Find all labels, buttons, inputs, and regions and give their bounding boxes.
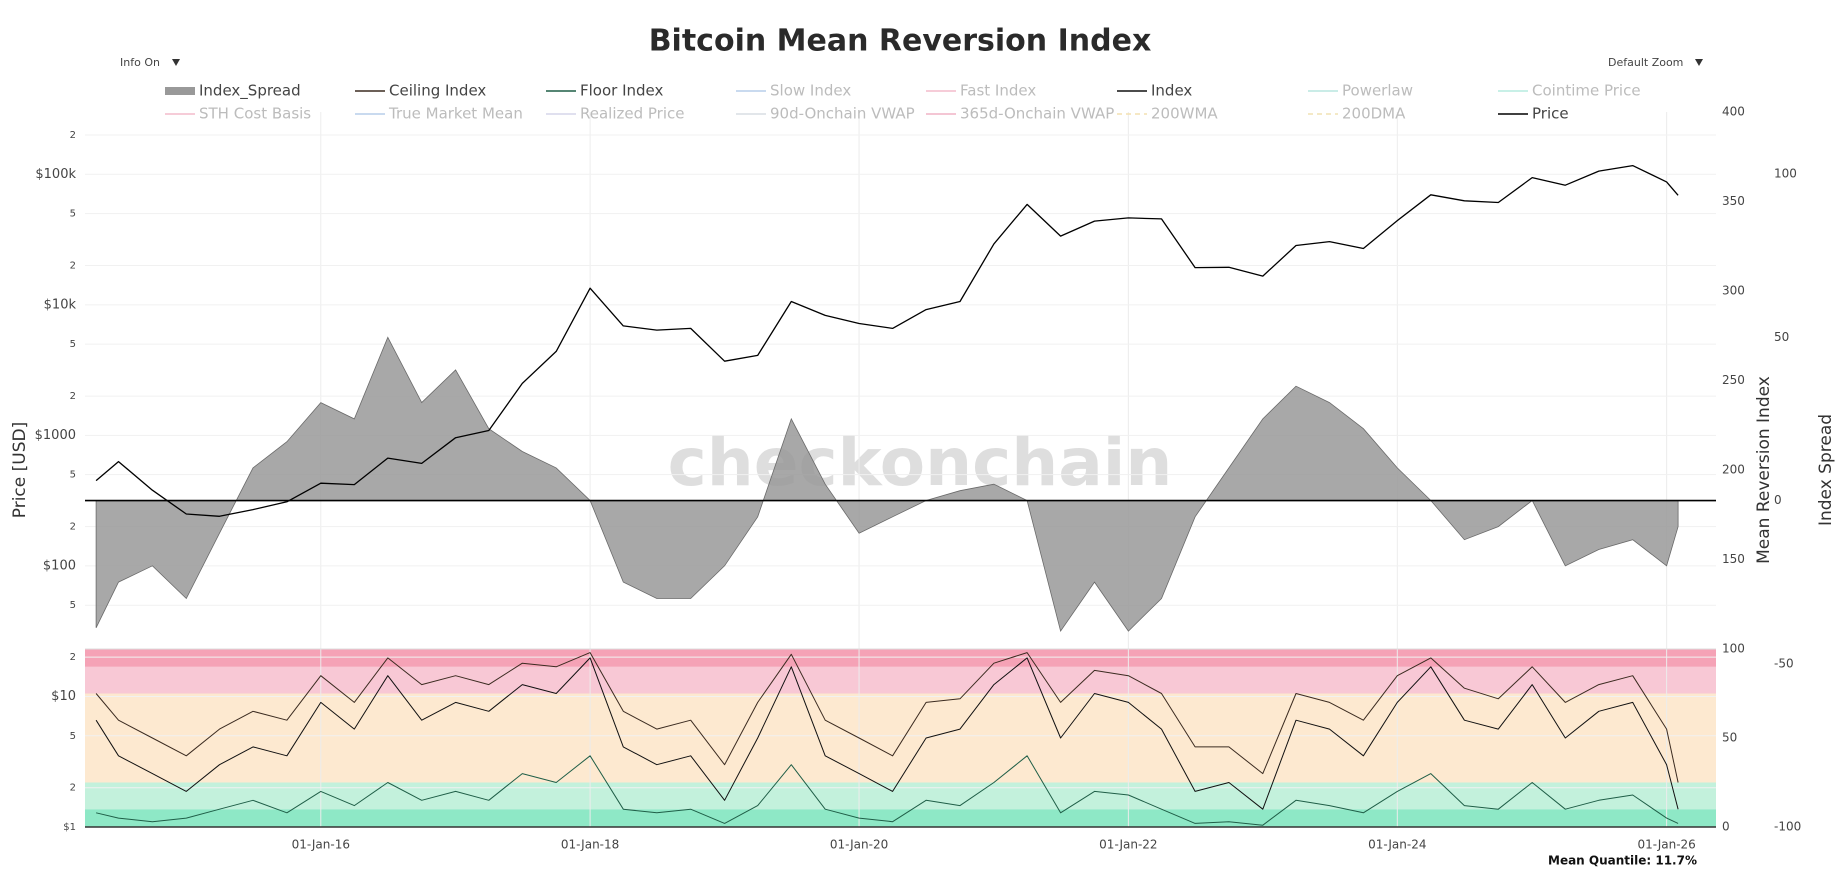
watermark: checkonchain bbox=[668, 424, 1173, 501]
y3-tick-label: -100 bbox=[1774, 820, 1801, 834]
y-tick-label: 2 bbox=[70, 522, 76, 533]
y-tick-label: $1 bbox=[63, 822, 76, 833]
series-line bbox=[95, 652, 1679, 783]
legend-item[interactable]: 365d-Onchain VWAP bbox=[926, 105, 1114, 123]
y-tick-label: $1000 bbox=[35, 428, 76, 443]
quantile-band bbox=[85, 782, 1716, 810]
legend-label[interactable]: Price bbox=[1532, 105, 1569, 123]
y4-tick-label: 50 bbox=[1722, 731, 1737, 745]
legend-label[interactable]: 200WMA bbox=[1151, 105, 1218, 123]
legend-label[interactable]: STH Cost Basis bbox=[199, 105, 311, 123]
x-tick-label: 01-Jan-26 bbox=[1637, 838, 1695, 852]
legend-label[interactable]: Powerlaw bbox=[1342, 82, 1413, 100]
y-tick-label: 5 bbox=[70, 731, 76, 742]
x-tick-label: 01-Jan-22 bbox=[1099, 838, 1157, 852]
legend-item[interactable]: STH Cost Basis bbox=[165, 105, 311, 123]
series-line bbox=[95, 755, 1679, 826]
x-tick-label: 01-Jan-18 bbox=[561, 838, 619, 852]
quantile-band bbox=[85, 666, 1716, 694]
x-tick-label: 01-Jan-20 bbox=[830, 838, 888, 852]
legend-item[interactable]: Price bbox=[1498, 105, 1569, 123]
y2-axis-title: Mean Reversion Index bbox=[1754, 376, 1774, 564]
y-tick-label: $100 bbox=[43, 558, 76, 573]
y3-tick-label: -50 bbox=[1774, 656, 1794, 670]
y4-tick-label: 100 bbox=[1722, 642, 1745, 656]
x-tick-label: 01-Jan-16 bbox=[292, 838, 350, 852]
y-axis-title: Price [USD] bbox=[10, 422, 30, 518]
y2-tick-label: 400 bbox=[1722, 105, 1745, 119]
legend-item[interactable]: Floor Index bbox=[546, 82, 664, 100]
y-tick-label: $10k bbox=[44, 297, 77, 312]
legend-label[interactable]: Fast Index bbox=[960, 82, 1036, 100]
legend-label[interactable]: 200DMA bbox=[1342, 105, 1406, 123]
y-tick-label: 5 bbox=[70, 470, 76, 481]
y-tick-label: 2 bbox=[70, 130, 76, 141]
legend-item[interactable]: Realized Price bbox=[546, 105, 685, 123]
series-line bbox=[95, 164, 1679, 517]
y2-tick-label: 150 bbox=[1722, 552, 1745, 566]
y-tick-label: 5 bbox=[70, 600, 76, 611]
control-label[interactable]: Default Zoom bbox=[1608, 56, 1683, 69]
y2-tick-label: 300 bbox=[1722, 284, 1745, 298]
legend-item[interactable]: Index bbox=[1117, 82, 1192, 100]
control-label[interactable]: Info On bbox=[120, 56, 160, 69]
chart-title: Bitcoin Mean Reversion Index bbox=[649, 24, 1152, 59]
legend-label[interactable]: Floor Index bbox=[580, 82, 664, 100]
legend-label[interactable]: 90d-Onchain VWAP bbox=[770, 105, 915, 123]
quantile-band bbox=[85, 693, 1716, 783]
legend-item[interactable]: 200WMA bbox=[1117, 105, 1218, 123]
y3-tick-label: 50 bbox=[1774, 330, 1789, 344]
legend-label[interactable]: True Market Mean bbox=[388, 105, 523, 123]
legend-item[interactable]: 200DMA bbox=[1308, 105, 1406, 123]
legend-item[interactable]: Ceiling Index bbox=[355, 82, 486, 100]
info-control[interactable]: Info On bbox=[120, 56, 180, 69]
legend-label[interactable]: Index_Spread bbox=[199, 82, 301, 101]
y-tick-label: 5 bbox=[70, 339, 76, 350]
legend-item[interactable]: 90d-Onchain VWAP bbox=[736, 105, 915, 123]
series-line bbox=[95, 657, 1679, 810]
mean-quantile-note: Mean Quantile: 11.7% bbox=[1548, 854, 1697, 868]
x-tick-label: 01-Jan-24 bbox=[1368, 838, 1426, 852]
y3-axis-title: Index Spread bbox=[1816, 414, 1836, 526]
quantile-band bbox=[85, 649, 1716, 667]
spread-area bbox=[95, 336, 1679, 633]
legend-label[interactable]: Realized Price bbox=[580, 105, 685, 123]
y3-tick-label: 0 bbox=[1774, 493, 1782, 507]
legend-item[interactable]: Index_Spread bbox=[165, 82, 301, 101]
legend-swatch[interactable] bbox=[165, 87, 195, 95]
zoom-control[interactable]: Default Zoom bbox=[1608, 56, 1703, 69]
legend-label[interactable]: Index bbox=[1151, 82, 1192, 100]
y-tick-label: 2 bbox=[70, 261, 76, 272]
y-tick-label: 5 bbox=[70, 209, 76, 220]
legend-item[interactable]: Fast Index bbox=[926, 82, 1036, 100]
y3-tick-label: 100 bbox=[1774, 167, 1797, 181]
y-tick-label: 2 bbox=[70, 783, 76, 794]
dropdown-arrow[interactable] bbox=[172, 59, 180, 66]
y-tick-label: 2 bbox=[70, 391, 76, 402]
y-tick-label: 2 bbox=[70, 652, 76, 663]
legend-label[interactable]: 365d-Onchain VWAP bbox=[960, 105, 1114, 123]
legend-item[interactable]: True Market Mean bbox=[355, 105, 523, 123]
legend-item[interactable]: Slow Index bbox=[736, 82, 851, 100]
legend-label[interactable]: Cointime Price bbox=[1532, 82, 1641, 100]
y2-tick-label: 200 bbox=[1722, 463, 1745, 477]
legend-label[interactable]: Slow Index bbox=[770, 82, 851, 100]
y-tick-label: $10 bbox=[51, 689, 76, 704]
legend-item[interactable]: Powerlaw bbox=[1308, 82, 1413, 100]
legend-item[interactable]: Cointime Price bbox=[1498, 82, 1641, 100]
y-tick-label: $100k bbox=[35, 167, 76, 182]
quantile-band bbox=[85, 809, 1716, 827]
y4-tick-label: 0 bbox=[1722, 820, 1730, 834]
dropdown-arrow[interactable] bbox=[1695, 59, 1703, 66]
y2-tick-label: 350 bbox=[1722, 194, 1745, 208]
y2-tick-label: 250 bbox=[1722, 373, 1745, 387]
legend-label[interactable]: Ceiling Index bbox=[389, 82, 486, 100]
